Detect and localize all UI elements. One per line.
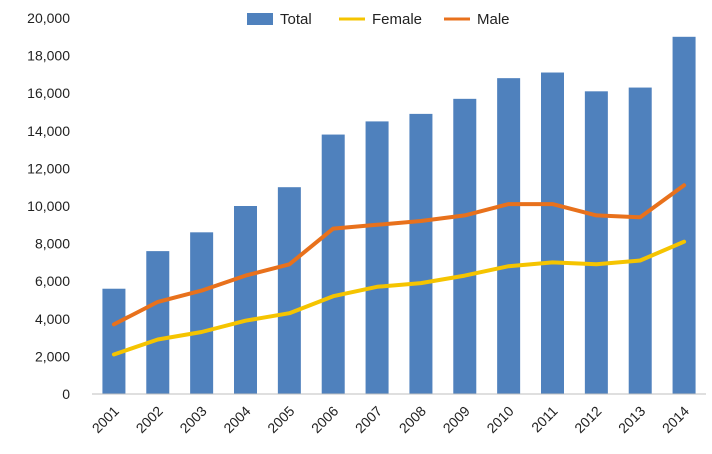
bar-total-2001 [102,288,126,394]
x-tick-label: 2001 [89,403,122,436]
bar-total-2006 [321,134,345,394]
bar-total-2002 [146,251,170,394]
y-tick-label: 6,000 [35,273,70,289]
legend-item-male: Male [444,11,510,28]
x-tick-label: 2003 [176,403,209,436]
bar-total-2013 [628,87,652,394]
bar-total-2010 [497,78,521,394]
bar-total-2009 [453,98,477,394]
bar-total-2004 [234,206,257,394]
y-tick-label: 16,000 [27,85,70,101]
bar-total-2012 [584,91,608,394]
y-tick-label: 18,000 [27,48,70,64]
x-tick-label: 2009 [440,403,473,436]
x-tick-label: 2010 [483,403,516,436]
line-series [111,183,687,357]
legend-label: Total [280,11,312,28]
bar-total-2005 [277,187,301,394]
line-male [111,183,687,327]
x-tick-label: 2014 [659,403,692,436]
bar-total-2014 [672,36,696,395]
x-tick-label: 2002 [133,403,166,436]
legend-label: Female [372,11,422,28]
x-tick-label: 2007 [352,403,385,436]
y-tick-label: 14,000 [27,123,70,139]
y-tick-label: 0 [62,386,70,402]
y-tick-label: 4,000 [35,311,70,327]
y-tick-label: 2,000 [35,348,70,364]
x-axis: 2001 2002 2003 2004 2005 2006 2007 2008 2009 2010… [89,393,706,436]
y-tick-label: 10,000 [27,198,70,214]
legend-swatch [247,13,273,25]
y-axis: 0 2,000 4,000 6,000 8,000 10,000 12,000 14,000 1… [27,10,70,402]
x-tick-label: 2013 [615,403,648,436]
x-tick-label: 2008 [396,403,429,436]
bar-total-2003 [190,232,214,394]
x-tick-label: 2005 [264,403,297,436]
y-tick-label: 8,000 [35,236,70,252]
y-tick-label: 12,000 [27,160,70,176]
x-tick-label: 2012 [571,403,604,436]
legend-item-total: Total [247,11,312,28]
x-tick-label: 2006 [308,403,341,436]
x-tick-label: 2004 [220,403,253,436]
line-female [111,239,687,357]
legend-item-female: Female [339,11,422,28]
bar-series-total [102,36,696,395]
bar-total-2011 [541,72,564,395]
bar-total-2007 [365,121,389,395]
bar-total-2008 [409,113,433,394]
legend: Total Female Male [247,11,510,28]
legend-label: Male [477,11,510,28]
x-tick-label: 2011 [528,403,561,436]
y-tick-label: 20,000 [27,10,70,26]
